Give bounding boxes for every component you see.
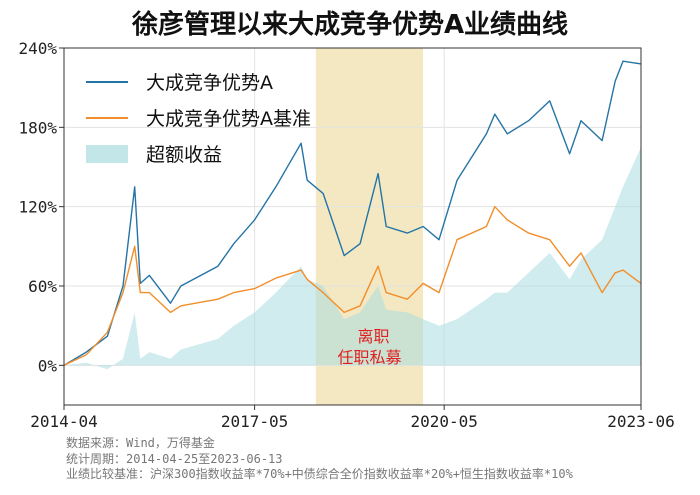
y-tick-label: 60% [28,277,57,296]
y-tick-label: 120% [18,198,57,217]
band-annotation-line1: 离职 [357,327,389,346]
y-tick-label: 0% [38,356,58,375]
plot-frame [63,47,642,406]
legend-label: 大成竞争优势A [146,72,273,94]
x-tick-label: 2023-06 [607,412,674,431]
legend-label: 大成竞争优势A基准 [146,108,311,130]
chart-footer: 数据来源：Wind，万得基金 统计周期：2014-04-25至2023-06-1… [66,436,573,483]
x-tick-label: 2020-05 [410,412,477,431]
legend-label: 超额收益 [146,144,222,166]
data-source-note: 数据来源：Wind，万得基金 [66,436,215,450]
series-line-0 [63,60,642,366]
y-tick-label: 240% [18,39,57,58]
chart-title: 徐彦管理以来大成竞争优势A业绩曲线 [131,10,569,40]
benchmark-note: 业绩比较基准：沪深300指数收益率*70%+中债综合全价指数收益率*20%+恒生… [66,467,573,481]
series-area-excess [64,147,641,370]
x-tick-label: 2014-04 [30,412,97,431]
period-note: 统计周期：2014-04-25至2023-06-13 [66,451,283,466]
legend-swatch-area [86,145,128,163]
series-line-1 [63,206,642,366]
band-annotation-line2: 任职私募 [337,348,401,367]
x-tick-label: 2017-05 [221,412,288,431]
y-tick-label: 180% [18,118,57,137]
